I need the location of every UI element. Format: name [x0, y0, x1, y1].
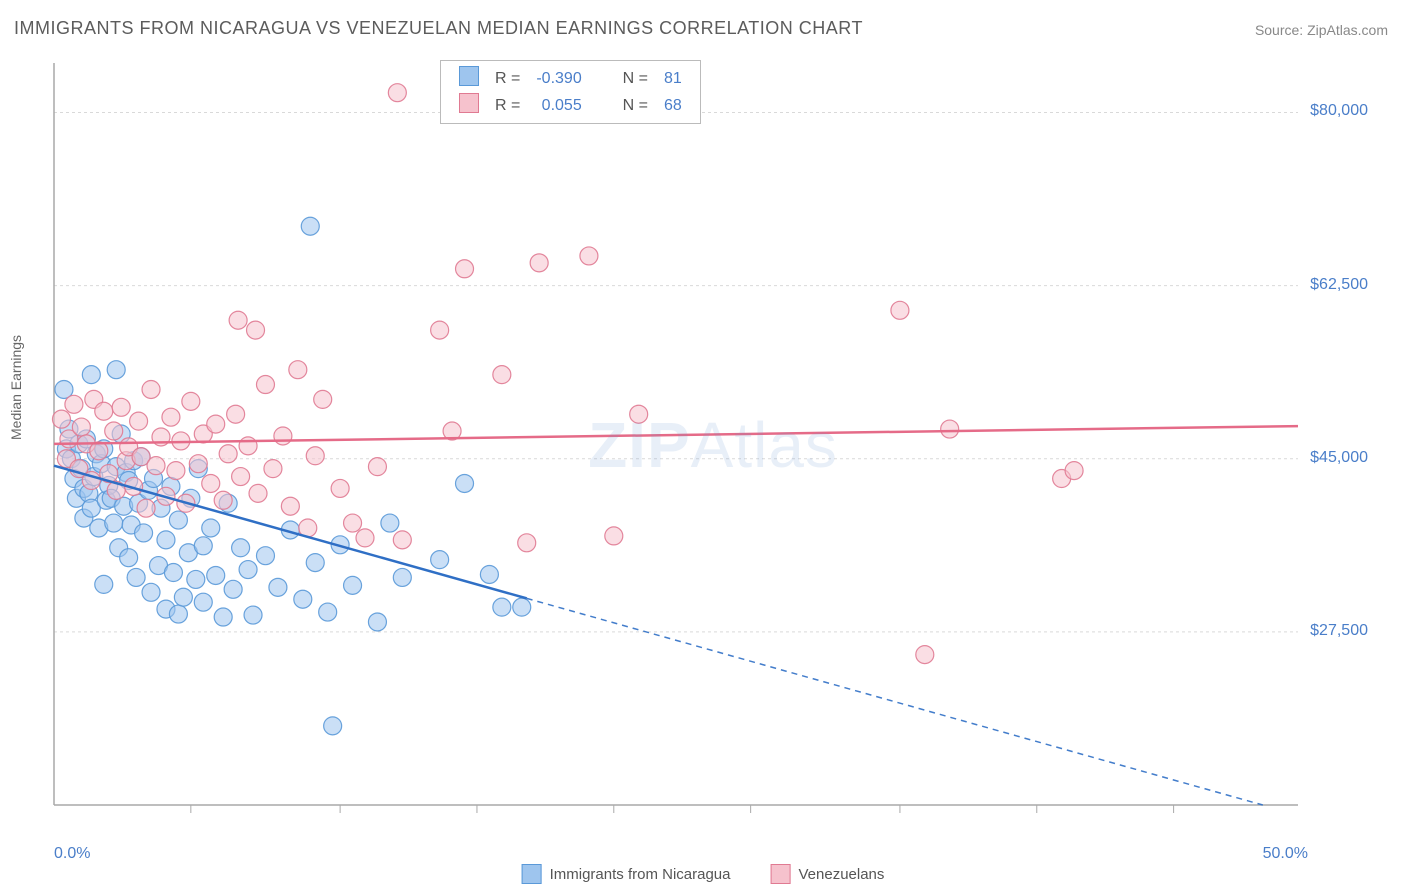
legend-row-series-0: R = -0.390 N = 81 — [451, 65, 690, 92]
y-tick-label: $80,000 — [1310, 102, 1368, 120]
source-link[interactable]: ZipAtlas.com — [1307, 22, 1388, 38]
source-credit: Source: ZipAtlas.com — [1255, 22, 1388, 38]
legend-item-0: Immigrants from Nicaragua — [522, 864, 731, 884]
x-tick-label: 50.0% — [1263, 845, 1308, 863]
y-tick-label: $62,500 — [1310, 276, 1368, 294]
n-value-1: 68 — [656, 92, 690, 119]
n-label: N = — [615, 65, 656, 92]
source-prefix: Source: — [1255, 22, 1307, 38]
scatter-chart — [48, 55, 1378, 835]
legend-label-1: Venezuelans — [798, 866, 884, 883]
r-value-1: 0.055 — [528, 92, 589, 119]
swatch-icon — [522, 864, 542, 884]
r-value-0: -0.390 — [528, 65, 589, 92]
r-label: R = — [487, 92, 528, 119]
n-value-0: 81 — [656, 65, 690, 92]
series-legend: Immigrants from Nicaragua Venezuelans — [522, 864, 885, 884]
swatch-icon — [770, 864, 790, 884]
y-tick-label: $45,000 — [1310, 449, 1368, 467]
y-axis-label: Median Earnings — [8, 335, 24, 440]
swatch-series-0 — [459, 66, 479, 86]
chart-title: IMMIGRANTS FROM NICARAGUA VS VENEZUELAN … — [14, 18, 863, 39]
r-label: R = — [487, 65, 528, 92]
y-tick-label: $27,500 — [1310, 622, 1368, 640]
legend-item-1: Venezuelans — [770, 864, 884, 884]
swatch-series-1 — [459, 93, 479, 113]
legend-row-series-1: R = 0.055 N = 68 — [451, 92, 690, 119]
x-tick-label: 0.0% — [54, 845, 90, 863]
legend-label-0: Immigrants from Nicaragua — [550, 866, 731, 883]
plot-area: ZIPAtlas $27,500$45,000$62,500$80,0000.0… — [48, 55, 1378, 835]
n-label: N = — [615, 92, 656, 119]
correlation-legend: R = -0.390 N = 81 R = 0.055 N = 68 — [440, 60, 701, 124]
